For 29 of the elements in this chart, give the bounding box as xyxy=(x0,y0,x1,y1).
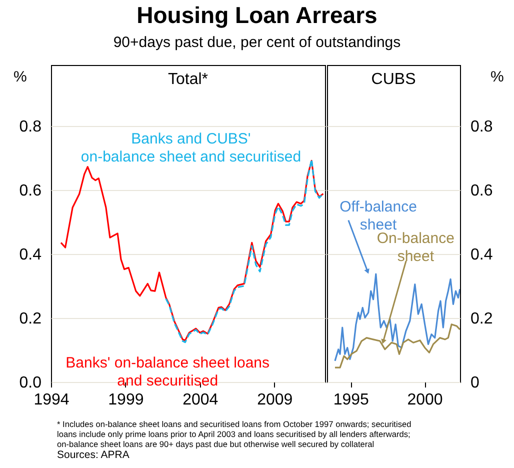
series-label: Banks and CUBS' on-balance sheet and securitised xyxy=(80,130,302,166)
y-tick-label: 0.8 xyxy=(470,118,493,136)
x-tick-label: 2009 xyxy=(257,392,293,408)
y-tick-label: 0.6 xyxy=(470,182,493,200)
x-tick-label: 2000 xyxy=(407,392,443,408)
y-axis-title: % xyxy=(490,68,504,86)
x-tick-label: 1995 xyxy=(333,392,370,408)
y-tick-label: 0.4 xyxy=(470,246,493,264)
y-tick-label: 0.6 xyxy=(19,182,42,200)
y-tick-label: 0.8 xyxy=(19,118,42,136)
text: * Includes on-balance sheet loans and securitised loans from October 1997 onwards; securitised loans include only prime loans prior to April 2003 and loans securitised by all lenders afterwards; on-balance sheet loans are 90+ days past due but otherwise well secured by collateral xyxy=(57,419,412,449)
y-tick-label: 0.2 xyxy=(470,310,493,328)
chart-title: Housing Loan Arrears xyxy=(136,2,378,29)
y-tick-label: 0.0 xyxy=(19,374,42,392)
source-note: Sources: APRA xyxy=(57,449,130,461)
y-axis-title: % xyxy=(14,68,27,86)
x-tick-label: 1994 xyxy=(34,392,70,408)
text: Banks' on-balance sheet loans and securitised xyxy=(66,354,270,390)
annotation: Total* xyxy=(168,71,208,88)
chart-subtitle: 90+days past due, per cent of outstandings xyxy=(112,34,402,51)
annotation: CUBS xyxy=(371,71,416,88)
y-tick-label: 0 xyxy=(470,374,480,392)
text: On-balance sheet xyxy=(376,230,454,265)
x-tick-label: 1999 xyxy=(108,392,144,408)
line-series xyxy=(334,324,460,368)
y-tick-label: 0.4 xyxy=(19,246,42,264)
line-series xyxy=(334,273,460,362)
x-tick-label: 2004 xyxy=(182,392,218,408)
y-tick-label: 0.2 xyxy=(19,310,42,328)
